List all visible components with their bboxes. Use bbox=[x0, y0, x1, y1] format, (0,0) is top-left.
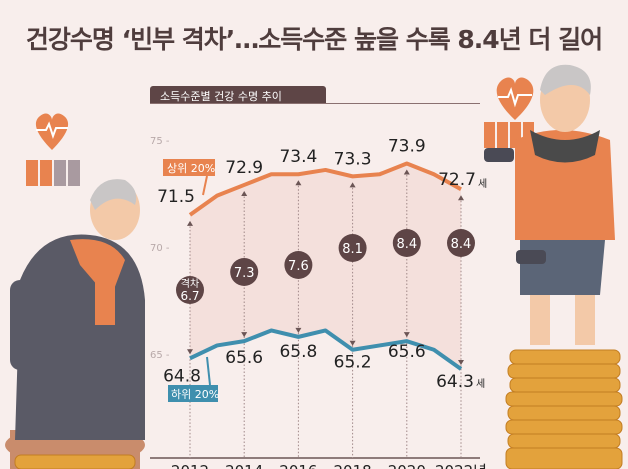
battery-bars-icon bbox=[26, 160, 80, 186]
coin bbox=[14, 454, 136, 469]
arrow-up-icon bbox=[458, 195, 464, 201]
gap-value: 8.1 bbox=[342, 242, 363, 257]
unit-label: 세 bbox=[478, 178, 487, 190]
title-underline bbox=[150, 103, 480, 104]
arrow-down-icon bbox=[349, 340, 356, 346]
y-tick-label: 75 - bbox=[150, 136, 170, 147]
arrow-up-icon bbox=[241, 190, 248, 196]
gap-bubble bbox=[447, 229, 475, 257]
bottom-value-label: 65.2 bbox=[334, 353, 372, 373]
page-title: 건강수명 ‘빈부 격차’…소득수준 높을 수록 8.4년 더 길어 bbox=[25, 25, 603, 54]
arrow-up-icon bbox=[403, 169, 410, 175]
top-value-label: 72.7 bbox=[438, 170, 476, 190]
x-tick-label: 2016 bbox=[279, 462, 317, 469]
heart-icon bbox=[35, 113, 69, 150]
arrow-up-icon bbox=[349, 182, 356, 188]
legend-label-bottom: 하위 20% bbox=[171, 387, 219, 401]
top-value-label: 71.5 bbox=[157, 187, 195, 207]
legend-tag-bottom bbox=[168, 385, 218, 402]
top-value-label: 73.4 bbox=[279, 147, 317, 167]
gap-value: 7.3 bbox=[234, 266, 255, 281]
gap-value: 7.6 bbox=[288, 259, 309, 274]
arrow-up-icon bbox=[295, 180, 302, 186]
coin-stack bbox=[505, 349, 623, 469]
arrow-down-icon bbox=[403, 332, 410, 338]
arrow-down-icon bbox=[187, 349, 193, 355]
x-tick-label: 2020 bbox=[388, 462, 426, 469]
gap-bubble bbox=[338, 234, 367, 262]
bottom-value-label: 64.3 bbox=[436, 372, 474, 392]
gap-bubble bbox=[176, 276, 204, 304]
gap-value: 8.4 bbox=[396, 237, 417, 252]
chart-title-bar: 소득수준별 건강 수명 추이 bbox=[150, 86, 326, 104]
arrow-down-icon bbox=[458, 359, 464, 365]
y-tick-label: 65 - bbox=[150, 350, 170, 361]
bottom-value-label: 64.8 bbox=[163, 366, 201, 386]
arrow-up-icon bbox=[187, 220, 193, 226]
legend-pointer bbox=[202, 175, 208, 196]
top-value-label: 73.9 bbox=[388, 137, 426, 157]
y-tick-label: 70 - bbox=[150, 243, 170, 254]
bottom-value-label: 65.6 bbox=[388, 342, 426, 362]
strong-old-man-illustration bbox=[484, 64, 623, 469]
legend-tag-top bbox=[163, 159, 215, 176]
gap-area bbox=[190, 163, 461, 369]
legend-label-top: 상위 20% bbox=[167, 162, 215, 175]
gap-value: 6.7 bbox=[180, 289, 199, 303]
gap-bubble bbox=[230, 258, 259, 286]
x-tick-label: 2022년 bbox=[435, 462, 487, 469]
arrow-down-icon bbox=[241, 332, 248, 338]
x-tick-label: 2014 bbox=[225, 462, 263, 469]
arrow-down-icon bbox=[295, 327, 302, 333]
gap-bubble bbox=[284, 251, 313, 279]
x-tick-label: 2018 bbox=[334, 462, 372, 469]
chart-title: 소득수준별 건강 수명 추이 bbox=[160, 90, 282, 103]
x-tick-label: 2012 bbox=[171, 462, 209, 469]
gap-bubble bbox=[392, 229, 421, 257]
unit-label: 세 bbox=[476, 378, 485, 390]
bottom-value-label: 65.8 bbox=[279, 342, 317, 362]
gap-label: 격차 bbox=[181, 277, 199, 290]
top-value-label: 72.9 bbox=[225, 158, 263, 178]
gap-value: 8.4 bbox=[451, 237, 472, 252]
heart-icon bbox=[496, 77, 534, 120]
bottom-value-label: 65.6 bbox=[225, 348, 263, 368]
top-value-label: 73.3 bbox=[334, 149, 372, 169]
legend-pointer bbox=[206, 356, 211, 386]
